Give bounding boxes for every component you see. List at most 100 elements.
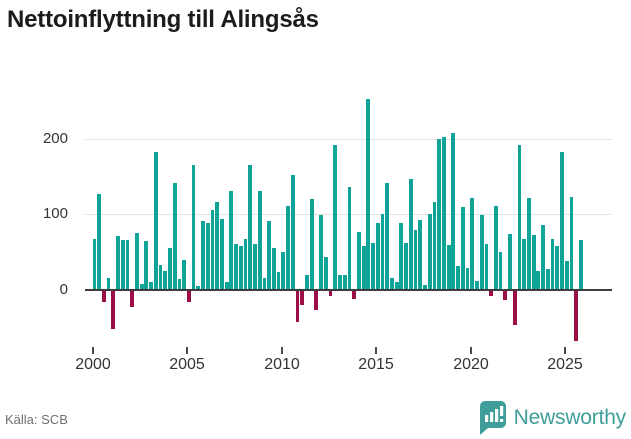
- bar: [224, 281, 229, 290]
- bar: [404, 242, 408, 290]
- bar: [257, 190, 262, 290]
- x-tick-label-2015: 2015: [358, 356, 394, 373]
- bar: [493, 205, 498, 290]
- bar: [423, 285, 427, 290]
- bar: [460, 206, 465, 290]
- bar: [479, 215, 484, 290]
- bar: [139, 283, 144, 290]
- y-tick-label-200: 200: [42, 130, 68, 147]
- bar: [281, 251, 286, 290]
- gridline-200: [85, 139, 612, 140]
- x-tick-label-2005: 2005: [169, 356, 205, 373]
- bar: [418, 220, 423, 290]
- bar: [101, 291, 106, 303]
- bar: [531, 234, 536, 290]
- bar: [205, 223, 210, 290]
- bar: [338, 275, 342, 290]
- bar: [172, 182, 177, 290]
- bar: [394, 281, 399, 290]
- x-tick-label-2025: 2025: [547, 356, 583, 373]
- bar: [215, 202, 220, 290]
- x-tick-2000: [92, 347, 94, 354]
- bar: [186, 291, 191, 303]
- bar: [390, 277, 394, 290]
- bar: [503, 291, 508, 301]
- bar: [413, 230, 418, 290]
- x-tick-2025: [564, 347, 566, 354]
- bar: [371, 242, 375, 290]
- chart-title: Nettoinflyttning till Alingsås: [7, 6, 319, 33]
- bar: [130, 291, 135, 308]
- bar: [271, 247, 276, 290]
- bar: [144, 241, 149, 290]
- x-tick-2020: [470, 347, 472, 354]
- x-tick-label-2000: 2000: [75, 356, 111, 373]
- newsworthy-logo-icon: [477, 400, 507, 436]
- bar: [97, 194, 102, 290]
- bar: [111, 291, 116, 330]
- bar: [527, 198, 531, 290]
- bar: [512, 291, 517, 326]
- bar: [451, 133, 456, 290]
- bar: [295, 291, 300, 322]
- bar: [158, 264, 163, 290]
- bar: [399, 223, 404, 290]
- bar: [201, 221, 205, 290]
- bar: [569, 196, 574, 290]
- bar: [545, 269, 550, 290]
- y-tick-label-0: 0: [59, 281, 68, 298]
- bar: [276, 272, 281, 290]
- bar: [465, 267, 470, 290]
- bar: [135, 232, 139, 290]
- bar: [314, 291, 319, 311]
- bar: [498, 251, 503, 290]
- bar: [116, 236, 120, 290]
- bar: [536, 270, 541, 290]
- bar: [229, 190, 234, 290]
- bar: [380, 213, 385, 290]
- brand-lockup: Newsworthy: [477, 399, 626, 437]
- bar: [238, 246, 243, 290]
- bar: [550, 238, 555, 290]
- bar: [522, 238, 527, 290]
- bar: [196, 286, 201, 290]
- bar: [366, 98, 371, 290]
- bar: [309, 198, 314, 290]
- bar: [508, 234, 512, 290]
- bar: [427, 213, 432, 290]
- bar: [560, 152, 564, 290]
- bar: [361, 246, 366, 290]
- bar: [243, 238, 248, 290]
- bar: [323, 257, 328, 290]
- x-tick-2005: [186, 347, 188, 354]
- bar: [234, 244, 238, 290]
- bar: [475, 280, 479, 290]
- bar: [286, 205, 290, 290]
- x-tick-label-2010: 2010: [264, 356, 300, 373]
- bar: [92, 238, 97, 290]
- x-axis-zero-line: [85, 289, 612, 291]
- bar: [352, 291, 357, 299]
- bar: [305, 274, 309, 290]
- x-tick-label-2020: 2020: [453, 356, 489, 373]
- bar: [177, 278, 182, 290]
- bar: [574, 291, 579, 341]
- bar: [149, 281, 153, 290]
- bar: [319, 215, 323, 290]
- bar: [385, 182, 390, 290]
- bar: [347, 186, 352, 290]
- bar: [210, 209, 215, 290]
- bar: [555, 246, 560, 290]
- bar: [456, 266, 460, 290]
- bar: [253, 244, 257, 290]
- bar: [125, 240, 130, 290]
- bar: [484, 244, 489, 290]
- bar: [517, 144, 522, 290]
- bar: [191, 165, 196, 290]
- bar: [333, 144, 338, 290]
- bar: [120, 240, 125, 290]
- bar: [442, 137, 446, 290]
- bar: [408, 179, 413, 290]
- bar: [375, 222, 380, 290]
